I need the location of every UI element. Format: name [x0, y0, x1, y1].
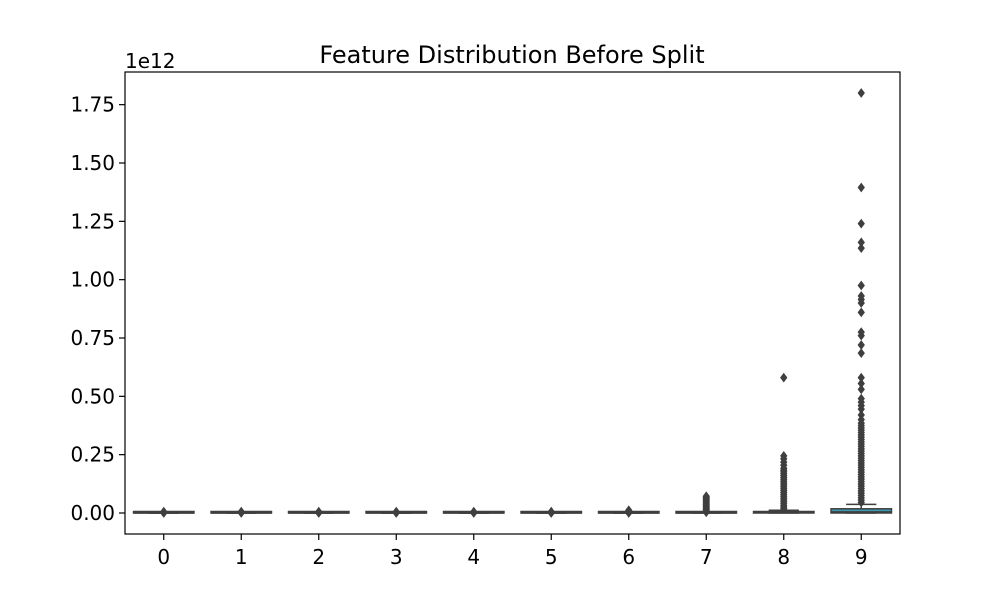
x-tick-label: 1 [235, 545, 248, 569]
y-tick-label: 0.75 [70, 326, 115, 350]
x-tick-label: 3 [390, 545, 403, 569]
outlier-point [857, 280, 865, 291]
x-tick-label: 0 [157, 545, 170, 569]
outlier-point [857, 218, 865, 229]
box-group-8 [752, 372, 815, 514]
outlier-point [780, 372, 788, 383]
outlier-point [392, 506, 400, 517]
outlier-point [857, 410, 865, 420]
x-tick-label: 9 [855, 545, 868, 569]
box-group-2 [287, 506, 350, 518]
outlier-point [857, 291, 865, 301]
plot-frame [124, 71, 901, 535]
y-tick-label: 0.25 [70, 443, 115, 467]
plot-area [132, 88, 893, 518]
y-tick-label: 1.50 [70, 151, 115, 175]
x-tick-label: 7 [700, 545, 713, 569]
outlier-point [857, 307, 865, 318]
outlier-point [625, 505, 633, 516]
chart-title: Feature Distribution Before Split [319, 41, 704, 69]
outlier-point [857, 393, 865, 404]
outlier-point [857, 237, 865, 248]
x-tick-label: 2 [312, 545, 325, 569]
outlier-point [470, 506, 478, 517]
box-group-5 [520, 506, 583, 518]
outlier-point [857, 384, 865, 395]
y-tick-label: 0.00 [70, 501, 115, 525]
box-group-6 [597, 505, 660, 518]
outlier-point [160, 506, 168, 517]
outlier-point [857, 340, 865, 350]
y-tick-label: 1.75 [70, 93, 115, 117]
box-iqr [830, 508, 893, 514]
x-tick-label: 4 [467, 545, 480, 569]
outlier-point [857, 243, 865, 254]
box-group-9 [830, 88, 893, 514]
y-tick-label: 1.25 [70, 209, 115, 233]
x-tick-label: 8 [777, 545, 790, 569]
outlier-point [315, 506, 323, 517]
outlier-point [857, 372, 865, 383]
outlier-point [857, 348, 865, 359]
box-group-3 [365, 506, 428, 518]
x-tick-label: 6 [622, 545, 635, 569]
y-tick-label: 1.00 [70, 268, 115, 292]
axes: 0.00 0.25 0.50 0.75 1.00 1.25 1.50 1.75 0 1 2 3 4 5 6 7… [70, 71, 901, 569]
outlier-point [702, 491, 710, 502]
outlier-point [237, 506, 245, 517]
y-axis-offset-label: 1e12 [125, 49, 175, 73]
box-group-4 [442, 506, 505, 518]
outlier-point [857, 327, 865, 338]
outlier-point [857, 182, 865, 193]
y-tick-label: 0.50 [70, 384, 115, 408]
box-group-1 [210, 506, 273, 518]
outlier-point [857, 88, 865, 98]
outlier-point [857, 378, 865, 389]
outlier-point [780, 450, 788, 461]
box-group-0 [132, 506, 195, 518]
outlier-point [547, 506, 555, 517]
x-tick-label: 5 [545, 545, 558, 569]
box-group-7 [675, 491, 738, 518]
